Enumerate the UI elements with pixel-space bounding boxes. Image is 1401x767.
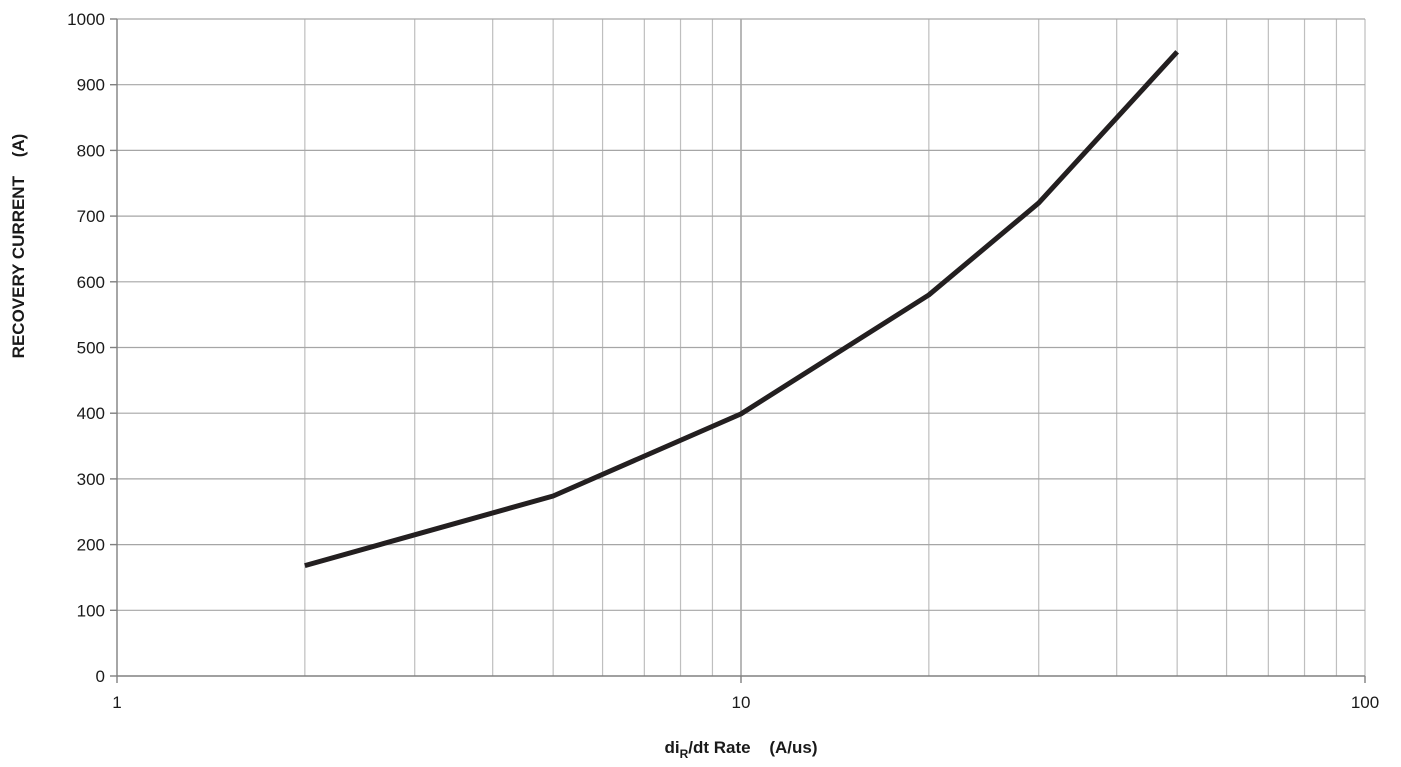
series-layer xyxy=(304,50,1180,569)
x-tick-label: 10 xyxy=(732,693,751,712)
y-tick-label: 300 xyxy=(77,470,105,489)
y-tick-label: 700 xyxy=(77,207,105,226)
series-line xyxy=(304,50,1180,569)
y-tick-label: 400 xyxy=(77,404,105,423)
y-tick-label: 0 xyxy=(96,667,105,686)
axes xyxy=(110,18,1366,683)
y-tick-label: 600 xyxy=(77,273,105,292)
y-tick-label: 800 xyxy=(77,141,105,160)
y-tick-label: 900 xyxy=(77,76,105,95)
x-axis-title-main: di xyxy=(664,738,679,757)
y-tick-label: 200 xyxy=(77,536,105,555)
grid xyxy=(117,18,1366,676)
y-tick-label: 100 xyxy=(77,601,105,620)
x-axis-title-subscript: R xyxy=(680,747,689,761)
x-tick-label: 1 xyxy=(112,693,121,712)
y-axis-title: RECOVERY CURRENT (A) xyxy=(9,134,28,359)
x-tick-label: 100 xyxy=(1351,693,1379,712)
y-tick-label: 1000 xyxy=(67,10,105,29)
y-axis-title-main: RECOVERY CURRENT xyxy=(9,175,28,358)
y-tick-label: 500 xyxy=(77,339,105,358)
x-axis-title-unit: (A/us) xyxy=(769,738,817,757)
tick-labels: 0 100 200 300 400 500 600 700 800 900 1000 1 10 100 xyxy=(67,10,1379,712)
y-axis-title-unit: (A) xyxy=(9,134,28,158)
x-axis-title: diR/dt Rate (A/us) xyxy=(664,738,817,761)
x-axis-title-rest: /dt Rate xyxy=(688,738,750,757)
